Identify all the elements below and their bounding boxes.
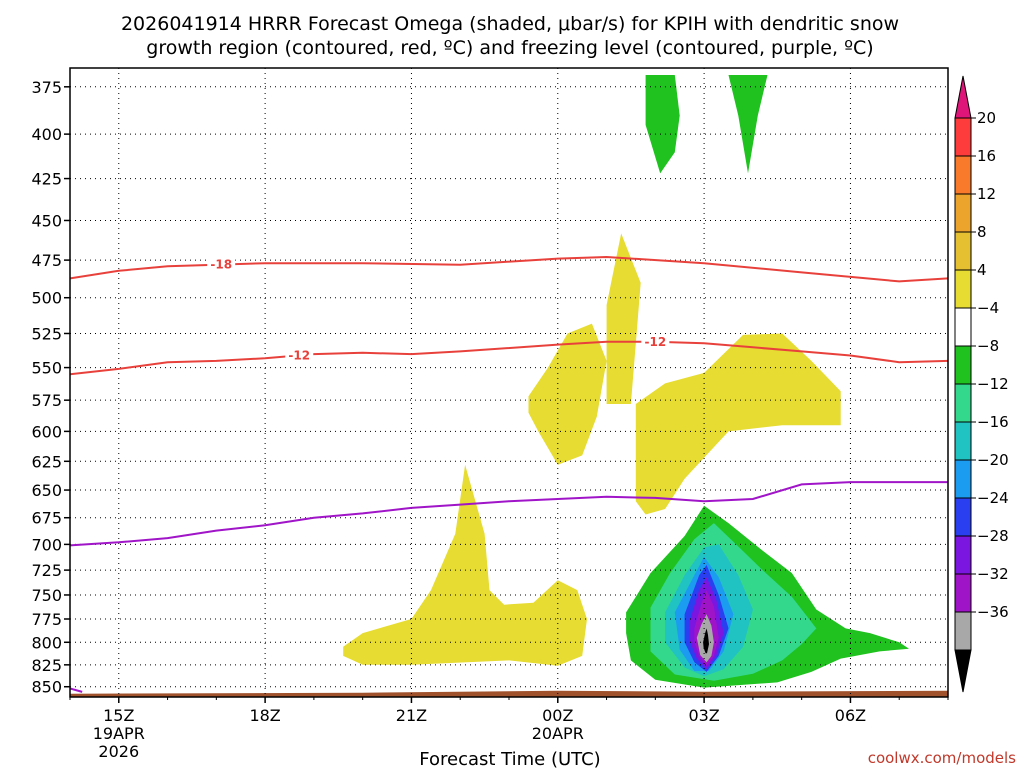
colorbar-label-11: −28	[977, 527, 1009, 545]
shade-upward-motion-upper-1	[645, 75, 680, 174]
x-tick-label-15Z: 15Z	[103, 706, 134, 725]
colorbar-top-arrow	[954, 75, 972, 119]
y-tick-label-375: 375	[31, 78, 62, 97]
x-tick-label-06Z: 06Z	[835, 706, 866, 725]
shade-sinking-lower-left	[343, 464, 587, 666]
colorbar-label-10: −24	[977, 489, 1009, 507]
colorbar-swatch-11	[954, 535, 972, 575]
colorbar-swatch-13	[954, 611, 972, 651]
x-tick-date-15Z: 19APR	[93, 724, 145, 743]
colorbar-label-2: 12	[977, 185, 996, 203]
shade-sinking-mid-right	[635, 333, 841, 515]
freezing-level-surface-hook	[70, 687, 83, 693]
plot-area: -18 -12 -12 375 400 425 450 475 500 525 550 575 600 6…	[31, 67, 1009, 761]
y-tick-label-750: 750	[31, 586, 62, 605]
shade-sinking-upper-column	[606, 233, 641, 404]
y-tick-label-475: 475	[31, 251, 62, 270]
colorbar: 20 16 12 8 4 −4 −8 −12 −16 −20 −24 −28 −32 −36	[954, 75, 1009, 693]
shade-sinking-mid-left	[528, 323, 607, 465]
y-tick-label-800: 800	[31, 633, 62, 652]
contour-dgz-minus12	[70, 340, 948, 376]
contour-label-dgz-minus12-2: -12	[644, 335, 666, 349]
y-tick-label-425: 425	[31, 170, 62, 189]
x-tick-label-18Z: 18Z	[249, 706, 280, 725]
colorbar-label-9: −20	[977, 451, 1009, 469]
y-tick-label-700: 700	[31, 535, 62, 554]
y-tick-label-725: 725	[31, 561, 62, 580]
colorbar-label-7: −12	[977, 375, 1009, 393]
x-tick-date-00Z: 20APR	[532, 724, 584, 743]
colorbar-swatch-4	[954, 269, 972, 309]
contour-dgz-minus18	[70, 255, 948, 283]
colorbar-label-4: 4	[977, 261, 987, 279]
shade-rising-core-black	[703, 628, 709, 654]
colorbar-swatch-5	[954, 307, 972, 347]
shade-upward-motion-upper-2	[728, 75, 768, 174]
colorbar-label-8: −16	[977, 413, 1009, 431]
y-tick-label-775: 775	[31, 610, 62, 629]
colorbar-swatch-10	[954, 497, 972, 537]
y-tick-label-625: 625	[31, 452, 62, 471]
y-tick-label-575: 575	[31, 391, 62, 410]
colorbar-label-1: 16	[977, 147, 996, 165]
credit-text: coolwx.com/models	[868, 749, 1016, 767]
colorbar-swatch-0	[954, 117, 972, 157]
contour-label-dgz-minus12-1: -12	[288, 348, 310, 362]
y-tick-label-850: 850	[31, 678, 62, 697]
y-tick-label-675: 675	[31, 509, 62, 528]
colorbar-label-12: −32	[977, 565, 1009, 583]
x-tick-label-03Z: 03Z	[688, 706, 719, 725]
y-tick-label-550: 550	[31, 359, 62, 378]
x-tick-label-21Z: 21Z	[396, 706, 427, 725]
colorbar-swatch-6	[954, 345, 972, 385]
colorbar-label-3: 8	[977, 223, 987, 241]
y-tick-label-650: 650	[31, 481, 62, 500]
x-axis-label: Forecast Time (UTC)	[419, 749, 600, 768]
chart-title-line2: growth region (contoured, red, ºC) and f…	[146, 37, 873, 59]
plot-body: -18 -12 -12	[70, 68, 948, 697]
x-tick-label-00Z: 00Z	[542, 706, 573, 725]
terrain-band	[70, 690, 948, 697]
y-tick-label-500: 500	[31, 289, 62, 308]
x-tick-year-15Z: 2026	[98, 742, 139, 761]
colorbar-label-0: 20	[977, 109, 996, 127]
chart-title-line1: 2026041914 HRRR Forecast Omega (shaded, …	[121, 13, 899, 35]
contour-freezing-level	[70, 481, 948, 547]
contour-label-dgz-minus18-0: -18	[210, 258, 232, 272]
colorbar-swatch-8	[954, 421, 972, 461]
contour-label-bg-1	[285, 348, 314, 363]
colorbar-label-6: −8	[977, 337, 999, 355]
y-tick-label-450: 450	[31, 211, 62, 230]
y-tick-label-400: 400	[31, 125, 62, 144]
colorbar-swatch-1	[954, 155, 972, 195]
colorbar-swatch-9	[954, 459, 972, 499]
colorbar-label-13: −36	[977, 603, 1009, 621]
colorbar-swatch-7	[954, 383, 972, 423]
colorbar-label-5: −4	[977, 299, 999, 317]
colorbar-swatch-3	[954, 231, 972, 271]
contour-label-bg-0	[207, 257, 236, 272]
colorbar-swatch-12	[954, 573, 972, 613]
y-tick-label-525: 525	[31, 324, 62, 343]
colorbar-bottom-arrow	[954, 649, 972, 693]
y-tick-label-825: 825	[31, 656, 62, 675]
colorbar-swatch-2	[954, 193, 972, 233]
y-tick-label-600: 600	[31, 422, 62, 441]
contour-label-bg-2	[641, 334, 670, 349]
